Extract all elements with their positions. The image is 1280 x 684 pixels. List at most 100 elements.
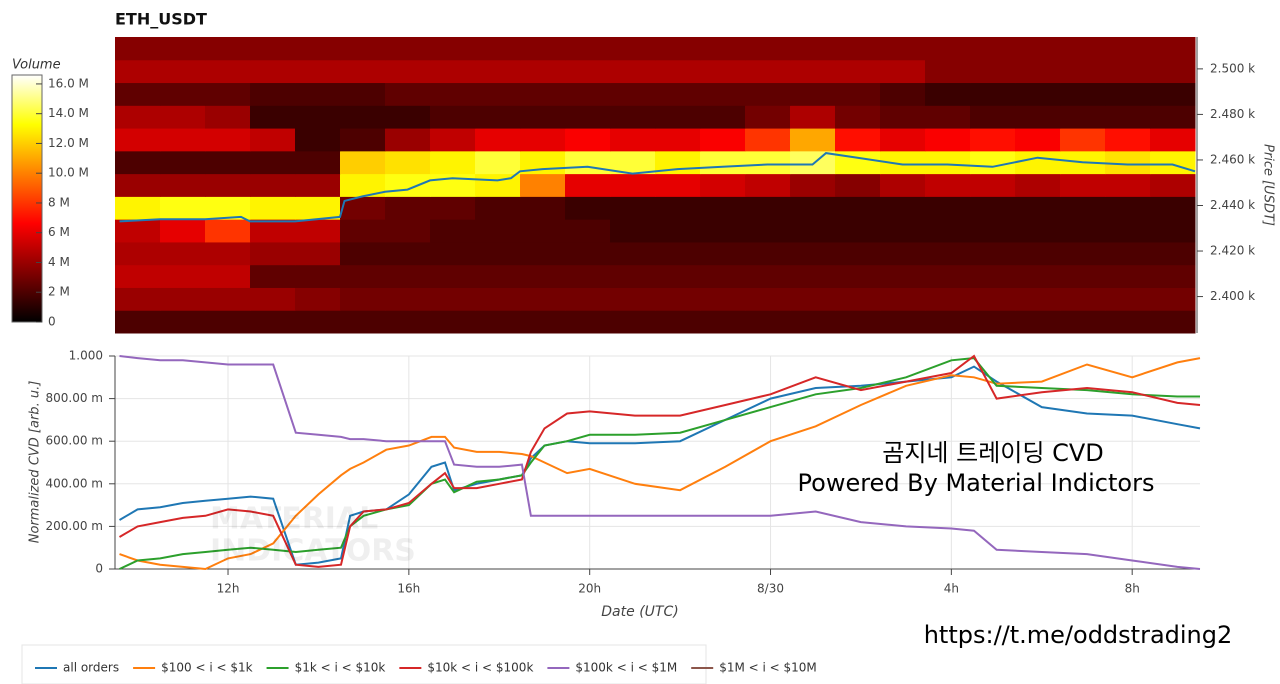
heatmap-cell [790,82,836,106]
heatmap-cell [970,241,1016,266]
heatmap-cell [745,310,791,334]
heatmap-cell [250,264,296,288]
legend-label: $1k < i < $10k [295,661,386,675]
heatmap-cell [1105,310,1151,334]
heatmap-cell [250,37,296,61]
heatmap-cell [880,82,926,106]
heatmap-cell [385,59,431,84]
heatmap-cell [970,219,1016,243]
price-line [119,152,1196,223]
x-tick-label: 20h [578,582,601,596]
y-tick-label: 2.400 k [1210,289,1255,303]
heatmap-cell [745,219,791,243]
heatmap-cell [475,241,521,266]
heatmap-cell [925,150,971,175]
heatmap-cell [520,219,566,243]
heatmap-cell [340,128,386,152]
heatmap-cell [295,287,341,311]
heatmap-cell [610,196,656,220]
heatmap-cell [565,150,611,175]
heatmap-cell [250,196,296,220]
colorbar-tick-label: 14.0 M [48,106,89,120]
heatmap-cell [340,219,386,243]
y-tick-label: 2.460 k [1210,152,1255,166]
heatmap-cell [745,37,791,61]
heatmap-cell [340,37,386,61]
x-tick-label: 16h [397,582,420,596]
heatmap-cell [1150,173,1196,197]
heatmap-cell [1150,82,1196,106]
heatmap-cell [475,150,521,175]
heatmap-cell [475,82,521,106]
heatmap-cell [745,128,791,152]
heatmap-cell [790,241,836,266]
heatmap-cell [565,128,611,152]
heatmap-cell [655,264,701,288]
y-axis-label: Price [USDT] [1261,144,1276,226]
heatmap-cell [1015,37,1061,61]
watermark: MATERIAL [210,502,378,537]
heatmap-cell [700,241,746,266]
heatmap-cell [205,219,251,243]
heatmap-cell [700,82,746,106]
heatmap-cell [250,82,296,106]
heatmap-cell [205,196,251,220]
heatmap-cell [925,264,971,288]
heatmap-cell [160,196,206,220]
heatmap-cell [430,310,476,334]
heatmap-cell [430,150,476,175]
heatmap-cell [295,150,341,175]
colorbar-tick-label: 0 [48,315,56,329]
heatmap-cell [1105,287,1151,311]
heatmap-cell [385,173,431,197]
heatmap-cell [970,105,1016,129]
heatmap-cell [1105,264,1151,288]
heatmap-cell [385,82,431,106]
heatmap-cell [160,219,206,243]
heatmap-cell [385,241,431,266]
heatmap-cell [610,128,656,152]
heatmap-cell [655,219,701,243]
heatmap-cell [1060,264,1106,288]
heatmap-cell [475,59,521,84]
y-tick-label: 2.480 k [1210,107,1255,121]
heatmap-cell [1015,173,1061,197]
heatmap-cell [745,82,791,106]
heatmap-cell [430,241,476,266]
y-tick-label: 1.000 [69,349,103,363]
heatmap-cell [655,128,701,152]
heatmap-cell [970,287,1016,311]
heatmap-cell [1060,196,1106,220]
heatmap-cell [385,287,431,311]
heatmap-cell [250,241,296,266]
heatmap-cell [520,310,566,334]
heatmap-cell [115,264,161,288]
heatmap-cell [475,219,521,243]
heatmap-cell [1060,59,1106,84]
heatmap-cell [835,128,881,152]
heatmap-cell [565,173,611,197]
heatmap-cell [880,196,926,220]
heatmap-cell [430,219,476,243]
heatmap-cell [1015,287,1061,311]
heatmap-cell [610,150,656,175]
heatmap-cell [205,128,251,152]
heatmap-cell [160,150,206,175]
heatmap-cell [565,37,611,61]
heatmap-cell [835,264,881,288]
heatmap-cell [880,264,926,288]
heatmap-cell [520,128,566,152]
heatmap-cell [970,173,1016,197]
heatmap-cell [295,37,341,61]
legend-label: $10k < i < $100k [427,661,533,675]
heatmap-cell [160,241,206,266]
heatmap-cell [205,150,251,175]
heatmap-cell [835,59,881,84]
heatmap-cell [385,105,431,129]
heatmap-cell [925,59,971,84]
heatmap-cell [1150,287,1196,311]
heatmap-cell [250,150,296,175]
heatmap-cell [160,37,206,61]
heatmap-cell [1150,196,1196,220]
heatmap-cell [1015,310,1061,334]
